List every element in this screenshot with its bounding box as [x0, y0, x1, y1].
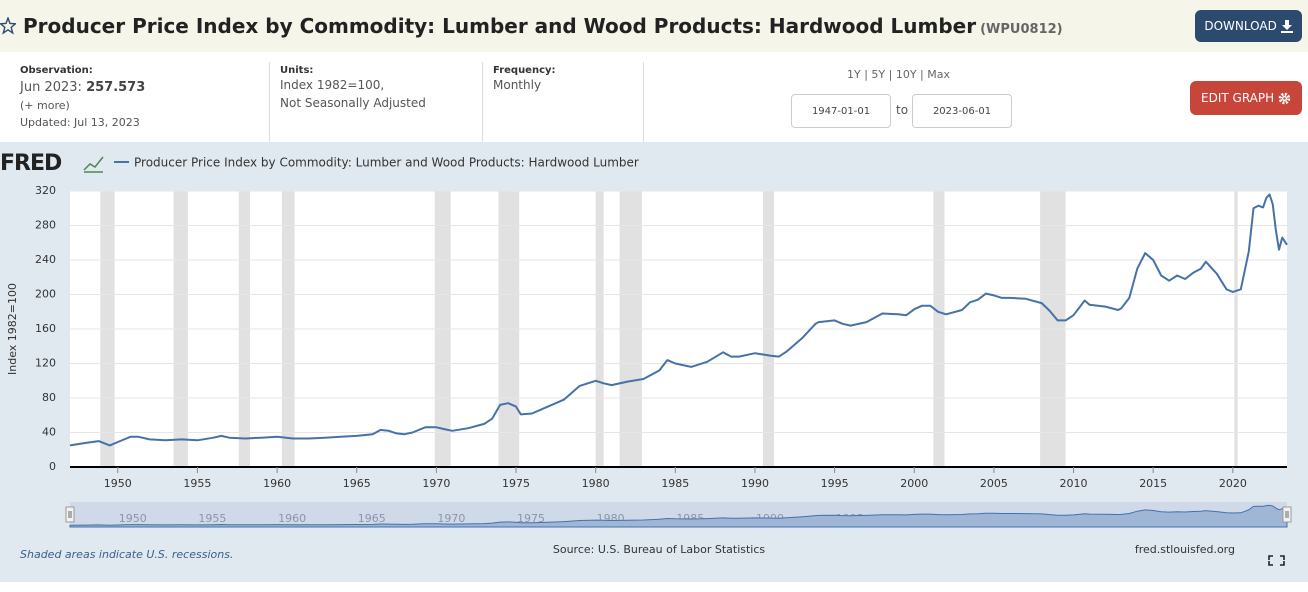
navigator-series: [69, 504, 1288, 528]
frequency-label: Frequency:: [493, 65, 556, 76]
y-tick-label: 40: [42, 426, 56, 439]
y-tick-label: 80: [42, 391, 56, 404]
x-tick-label: 2005: [980, 477, 1008, 490]
separator: [643, 62, 644, 142]
download-icon: [1280, 19, 1293, 33]
range-link[interactable]: 5Y: [871, 68, 886, 81]
x-tick-label: 2015: [1139, 477, 1167, 490]
y-tick-label: 320: [35, 184, 56, 197]
x-tick-label: 2010: [1060, 477, 1088, 490]
legend-label: Producer Price Index by Commodity: Lumbe…: [134, 156, 639, 170]
y-tick-label: 240: [35, 253, 56, 266]
x-tick-label: 1965: [343, 477, 371, 490]
range-link[interactable]: 10Y: [895, 68, 917, 81]
y-axis-label: Index 1982=100: [6, 283, 19, 375]
fullscreen-icon[interactable]: [1268, 555, 1285, 566]
x-tick-label: 1955: [183, 477, 211, 490]
navigator-handle-grip: [68, 511, 72, 518]
separator: [482, 62, 483, 142]
x-tick-label: 1980: [582, 477, 610, 490]
navigator-handle[interactable]: [1282, 506, 1292, 523]
navigator-handle-grip: [1285, 511, 1289, 518]
navigator-label: 1965: [358, 512, 386, 525]
navigator-label: 1970: [437, 512, 465, 525]
x-tick-label: 2020: [1219, 477, 1247, 490]
x-tick-label: 1960: [263, 477, 291, 490]
y-tick-label: 160: [35, 322, 56, 335]
x-tick-label: 1975: [502, 477, 530, 490]
navigator-label: 1950: [119, 512, 147, 525]
observation-value: 257.573: [86, 80, 146, 95]
navigator-handle[interactable]: [65, 506, 75, 523]
range-links: 1Y | 5Y | 10Y | Max: [847, 68, 951, 81]
x-tick-label: 1950: [104, 477, 132, 490]
x-tick-label: 1985: [661, 477, 689, 490]
updated: Updated: Jul 13, 2023: [20, 116, 140, 129]
header: Producer Price Index by Commodity: Lumbe…: [0, 0, 1308, 52]
x-tick-label: 1970: [422, 477, 450, 490]
info-row: Observation: Jun 2023: 257.573 (+ more) …: [0, 52, 1308, 142]
title: Producer Price Index by Commodity: Lumbe…: [23, 14, 977, 38]
separator: [269, 62, 270, 142]
chart: FRED Index 1982=100 Shaded areas indicat…: [0, 142, 1308, 582]
series-line: [69, 193, 1288, 447]
recession-note: Shaded areas indicate U.S. recessions.: [20, 548, 233, 561]
download-button[interactable]: DOWNLOAD: [1195, 10, 1302, 42]
navigator-label: 1955: [198, 512, 226, 525]
logo-icon: [83, 156, 104, 173]
star-icon[interactable]: [0, 17, 16, 35]
title-row: Producer Price Index by Commodity: Lumbe…: [23, 14, 1063, 38]
units-line: Index 1982=100,: [280, 78, 385, 92]
more-link[interactable]: (+ more): [20, 99, 70, 112]
frequency: Monthly: [493, 78, 542, 92]
x-tick-label: 1995: [821, 477, 849, 490]
series-id: (WPU0812): [980, 22, 1063, 37]
edit-label: EDIT GRAPH: [1201, 91, 1275, 105]
y-tick-label: 120: [35, 357, 56, 370]
range-link[interactable]: 1Y: [847, 68, 861, 81]
end-date-input[interactable]: 2023-06-01: [912, 94, 1012, 128]
fred-logo: FRED: [0, 151, 62, 176]
edit-graph-button[interactable]: EDIT GRAPH: [1190, 81, 1302, 115]
x-tick-label: 1990: [741, 477, 769, 490]
navigator-label: 1960: [278, 512, 306, 525]
site: fred.stlouisfed.org: [1135, 543, 1235, 556]
observation-label: Observation:: [20, 65, 93, 76]
y-tick-label: 280: [35, 219, 56, 232]
units-label: Units:: [280, 65, 314, 76]
navigator-label: 1975: [517, 512, 545, 525]
download-label: DOWNLOAD: [1204, 19, 1277, 33]
observation-date: Jun 2023:: [20, 80, 82, 95]
y-tick-label: 200: [35, 288, 56, 301]
x-tick-label: 2000: [900, 477, 928, 490]
range-link[interactable]: Max: [927, 68, 951, 81]
start-date-input[interactable]: 1947-01-01: [791, 94, 891, 128]
units-line: Not Seasonally Adjusted: [280, 96, 426, 110]
to-label: to: [896, 103, 909, 117]
source: Source: U.S. Bureau of Labor Statistics: [553, 543, 766, 556]
gear-icon: [1278, 92, 1291, 104]
y-tick-label: 0: [49, 460, 56, 473]
